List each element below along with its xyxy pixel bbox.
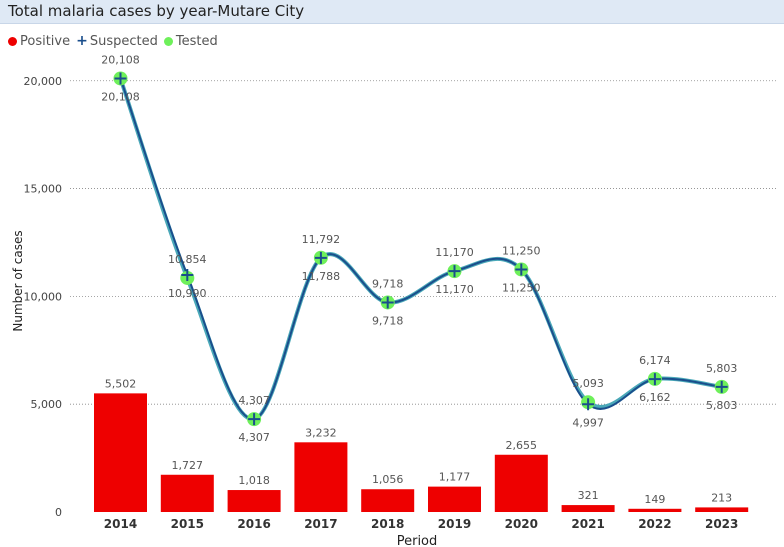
bar-label-2014: 5,502 [105, 377, 137, 390]
marker-suspected-2014 [114, 72, 127, 85]
marker-suspected-2023 [715, 380, 728, 393]
legend-item-suspected[interactable]: + Suspected [76, 33, 158, 49]
y-tick-label: 20,000 [24, 75, 63, 88]
x-tick-label-2016: 2016 [237, 517, 270, 531]
label-tested-2014: 20,108 [101, 53, 140, 66]
label-suspected-2014: 20,108 [101, 90, 140, 103]
x-tick-label-2019: 2019 [438, 517, 471, 531]
x-tick-label-2017: 2017 [304, 517, 337, 531]
bar-label-2016: 1,018 [238, 474, 270, 487]
bar-label-2017: 3,232 [305, 426, 337, 439]
y-axis-label: Number of cases [11, 230, 25, 331]
legend-suspected-plus-icon: + [76, 33, 88, 49]
bar-positive-2014 [94, 393, 147, 512]
bar-positive-2016 [227, 490, 281, 512]
x-tick-label-2014: 2014 [104, 517, 137, 531]
title-bar: Total malaria cases by year-Mutare City [0, 0, 784, 24]
bar-positive-2017 [294, 442, 348, 512]
label-suspected-2021: 4,997 [572, 416, 604, 429]
label-suspected-2016: 4,307 [238, 431, 270, 444]
x-axis-label: Period [397, 534, 438, 547]
marker-suspected-2020 [515, 263, 528, 276]
bar-label-2019: 1,177 [439, 471, 471, 484]
legend-positive-dot-icon [8, 36, 17, 46]
bar-positive-2022 [628, 508, 682, 512]
label-suspected-2015: 10,990 [168, 287, 207, 300]
marker-suspected-2015 [181, 269, 194, 282]
label-tested-2021: 5,093 [572, 377, 604, 390]
bar-positive-2020 [494, 454, 548, 512]
label-suspected-2018: 9,718 [372, 314, 404, 327]
label-tested-2018: 9,718 [372, 277, 404, 290]
label-tested-2019: 11,170 [435, 246, 474, 259]
legend-positive-label: Positive [20, 33, 71, 49]
y-tick-label: 5,000 [31, 398, 63, 411]
legend: Positive + Suspected Tested [8, 32, 224, 50]
bar-label-2021: 321 [578, 489, 599, 502]
marker-suspected-2021 [582, 398, 595, 411]
label-suspected-2017: 11,788 [302, 270, 341, 283]
line-tested [118, 77, 722, 422]
y-tick-label: 15,000 [24, 183, 63, 196]
legend-tested-label: Tested [175, 33, 218, 49]
legend-tested-dot-icon [163, 36, 173, 46]
x-tick-label-2018: 2018 [371, 517, 404, 531]
label-tested-2017: 11,792 [302, 233, 341, 246]
marker-suspected-2017 [314, 251, 327, 264]
marker-suspected-2022 [648, 373, 661, 386]
bar-positive-2018 [361, 489, 415, 512]
bar-label-2015: 1,727 [172, 459, 204, 472]
label-suspected-2022: 6,162 [639, 391, 671, 404]
label-tested-2022: 6,174 [639, 354, 671, 367]
legend-item-positive[interactable]: Positive [8, 34, 70, 49]
label-suspected-2020: 11,250 [502, 281, 541, 294]
legend-suspected-label: Suspected [89, 33, 158, 49]
chart-title: Total malaria cases by year-Mutare City [8, 2, 305, 20]
x-tick-label-2022: 2022 [638, 517, 671, 531]
x-tick-label-2020: 2020 [505, 517, 538, 531]
legend-item-tested[interactable]: Tested [163, 33, 218, 49]
bar-positive-2019 [428, 486, 481, 512]
label-tested-2020: 11,250 [502, 244, 541, 257]
x-tick-label-2023: 2023 [705, 517, 738, 531]
bar-positive-2023 [695, 507, 749, 512]
marker-suspected-2016 [248, 413, 261, 426]
bar-label-2022: 149 [644, 493, 665, 506]
y-tick-label: 10,000 [24, 290, 63, 303]
label-tested-2015: 10,854 [168, 253, 207, 266]
bar-label-2018: 1,056 [372, 473, 404, 486]
label-suspected-2023: 5,803 [706, 399, 738, 412]
y-tick-label: 0 [55, 506, 62, 519]
x-tick-label-2021: 2021 [571, 517, 604, 531]
x-tick-label-2015: 2015 [171, 517, 204, 531]
line-suspected [119, 78, 722, 421]
label-tested-2016: 4,307 [238, 394, 270, 407]
marker-suspected-2019 [448, 265, 461, 278]
bar-positive-2015 [160, 474, 214, 512]
marker-suspected-2018 [381, 296, 394, 309]
label-tested-2023: 5,803 [706, 362, 738, 375]
bar-label-2023: 213 [711, 491, 732, 504]
bar-label-2020: 2,655 [506, 439, 538, 452]
label-suspected-2019: 11,170 [435, 283, 474, 296]
bar-positive-2021 [561, 505, 615, 512]
